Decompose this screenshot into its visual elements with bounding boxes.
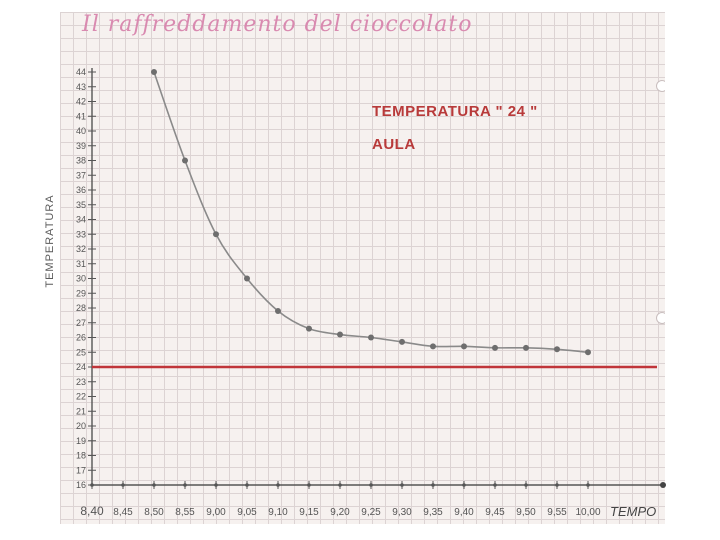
y-tick-label: 29 xyxy=(76,288,86,298)
y-tick-label: 16 xyxy=(76,480,86,490)
annotation-room-temp: TEMPERATURA " 24 " xyxy=(372,103,538,120)
x-tick-dot xyxy=(431,483,435,487)
x-tick-dot xyxy=(555,483,559,487)
x-tick-label: 9,15 xyxy=(299,507,319,518)
data-point xyxy=(306,325,312,332)
y-tick-label: 44 xyxy=(76,67,86,77)
y-tick-label: 24 xyxy=(76,362,86,372)
x-tick-label: 9,35 xyxy=(423,507,443,518)
annotation-room: AULA xyxy=(372,136,416,153)
punch-hole xyxy=(656,312,665,324)
y-tick-label: 28 xyxy=(76,303,86,313)
series-line-cooling-curve xyxy=(153,71,589,354)
y-tick-label: 43 xyxy=(76,82,86,92)
x-tick-label: 9,00 xyxy=(206,507,226,518)
data-point xyxy=(492,344,498,351)
data-point xyxy=(399,338,405,345)
x-tick-label: 9,45 xyxy=(485,507,505,518)
y-tick-label: 22 xyxy=(76,392,86,402)
y-tick-label: 19 xyxy=(76,436,86,446)
data-point xyxy=(213,231,219,238)
x-tick-label: 9,25 xyxy=(361,507,381,518)
y-tick-label: 30 xyxy=(76,274,86,284)
data-point xyxy=(368,334,374,341)
x-tick-label: 8,50 xyxy=(144,507,164,518)
data-point xyxy=(244,275,250,282)
x-tick-dot xyxy=(400,483,404,487)
y-tick-label: 27 xyxy=(76,318,86,328)
data-point xyxy=(523,344,529,351)
y-tick-label: 35 xyxy=(76,200,86,210)
x-tick-dot xyxy=(121,483,125,487)
x-tick-label: 8,40 xyxy=(80,504,104,518)
x-tick-dot xyxy=(493,483,497,487)
x-tick-label: 10,00 xyxy=(575,507,600,518)
x-tick-dot xyxy=(338,483,342,487)
data-point xyxy=(182,157,188,164)
x-tick-label: 9,55 xyxy=(547,507,567,518)
x-tick-label: 8,55 xyxy=(175,507,195,518)
y-tick-label: 41 xyxy=(76,111,86,121)
x-tick-dot xyxy=(276,483,280,487)
x-tick-label: 9,30 xyxy=(392,507,412,518)
x-tick-label: 9,10 xyxy=(268,507,288,518)
x-tick-label: 9,40 xyxy=(454,507,474,518)
x-tick-dot xyxy=(90,483,94,487)
y-tick-label: 21 xyxy=(76,406,86,416)
graph-paper-sheet xyxy=(60,12,665,524)
y-tick-label: 25 xyxy=(76,347,86,357)
y-tick-label: 26 xyxy=(76,333,86,343)
series-group xyxy=(151,69,591,356)
x-tick-dot xyxy=(462,483,466,487)
data-point xyxy=(430,343,436,350)
x-tick-dot xyxy=(369,483,373,487)
y-tick-label: 40 xyxy=(76,126,86,136)
axes xyxy=(91,68,666,488)
data-point xyxy=(585,349,591,356)
x-axis-end-dot xyxy=(660,482,666,488)
y-tick-label: 33 xyxy=(76,229,86,239)
y-tick-label: 20 xyxy=(76,421,86,431)
y-tick-label: 32 xyxy=(76,244,86,254)
y-tick-label: 37 xyxy=(76,170,86,180)
x-tick-dot xyxy=(245,483,249,487)
x-tick-label: 9,20 xyxy=(330,507,350,518)
data-point xyxy=(151,69,157,75)
x-tick-label: 9,50 xyxy=(516,507,536,518)
y-tick-label: 31 xyxy=(76,259,86,269)
x-tick-label: 9,05 xyxy=(237,507,257,518)
x-axis-label: TEMPO xyxy=(610,504,656,519)
y-tick-label: 18 xyxy=(76,451,86,461)
x-tick-dot xyxy=(152,483,156,487)
x-tick-label: 8,45 xyxy=(113,507,133,518)
ticks: 16 17 18 19 20 21 22 23 24 25 26 27 28 29 30 31 32 33 34 35… xyxy=(76,67,601,518)
data-point xyxy=(461,343,467,350)
data-point xyxy=(337,331,343,338)
grid-background xyxy=(60,12,665,524)
data-point xyxy=(554,346,560,353)
x-tick-dot xyxy=(214,483,218,487)
y-tick-label: 38 xyxy=(76,156,86,166)
y-tick-label: 23 xyxy=(76,377,86,387)
y-tick-label: 17 xyxy=(76,465,86,475)
punch-hole xyxy=(656,80,665,92)
y-tick-label: 36 xyxy=(76,185,86,195)
x-tick-dot xyxy=(524,483,528,487)
x-tick-dot xyxy=(183,483,187,487)
y-tick-label: 39 xyxy=(76,141,86,151)
x-tick-dot xyxy=(307,483,311,487)
chart-title: Il raffreddamento del cioccolato xyxy=(82,12,473,37)
y-tick-label: 42 xyxy=(76,97,86,107)
y-tick-label: 34 xyxy=(76,215,86,225)
data-point xyxy=(275,307,281,314)
x-tick-dot xyxy=(586,483,590,487)
